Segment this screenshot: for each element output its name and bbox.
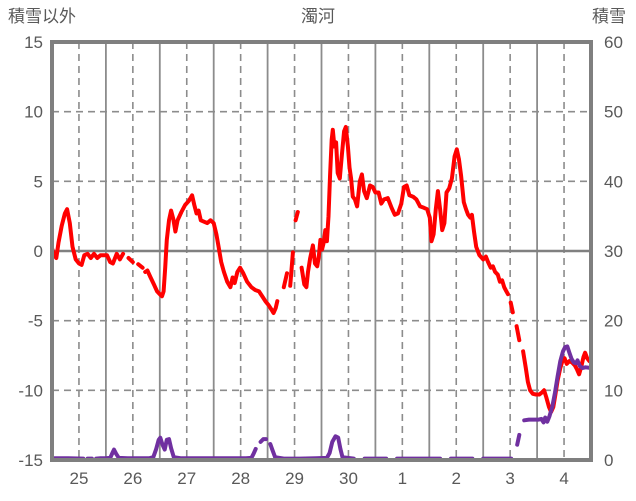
- x-axis-tick-label: 29: [285, 469, 304, 488]
- right-axis-tick-label: 0: [604, 451, 613, 470]
- left-axis-tick-label: -5: [28, 312, 43, 331]
- series-line-temperature: [50, 125, 592, 414]
- plot-frame: [50, 40, 593, 462]
- right-axis-tick-label: 30: [604, 242, 623, 261]
- left-axis-tick-label: 10: [24, 103, 43, 122]
- left-axis-tick-label: -10: [18, 381, 43, 400]
- x-axis-tick-label: 27: [177, 469, 196, 488]
- x-axis-tick-label: 3: [505, 469, 514, 488]
- x-axis-tick-label: 4: [559, 469, 568, 488]
- plot-border: [50, 40, 593, 462]
- right-axis-title: 積雪: [592, 7, 626, 26]
- right-axis-tick-label: 20: [604, 312, 623, 331]
- right-axis-tick-label: 40: [604, 172, 623, 191]
- left-axis-tick-label: -15: [18, 451, 43, 470]
- x-axis-tick-label: 1: [398, 469, 407, 488]
- left-axis-tick-label: 5: [34, 172, 43, 191]
- x-axis-tick-label: 28: [231, 469, 250, 488]
- x-axis-tick-label: 25: [69, 469, 88, 488]
- left-axis-title: 積雪以外: [8, 7, 76, 26]
- left-axis-tick-label: 0: [34, 242, 43, 261]
- right-axis-tick-label: 50: [604, 103, 623, 122]
- right-axis-tick-label: 10: [604, 381, 623, 400]
- x-axis-tick-label: 30: [339, 469, 358, 488]
- chart-title: 濁河: [301, 7, 335, 26]
- x-axis-tick-label: 2: [452, 469, 461, 488]
- x-axis-tick-label: 26: [123, 469, 142, 488]
- left-axis-tick-label: 15: [24, 33, 43, 52]
- right-axis-tick-label: 60: [604, 33, 623, 52]
